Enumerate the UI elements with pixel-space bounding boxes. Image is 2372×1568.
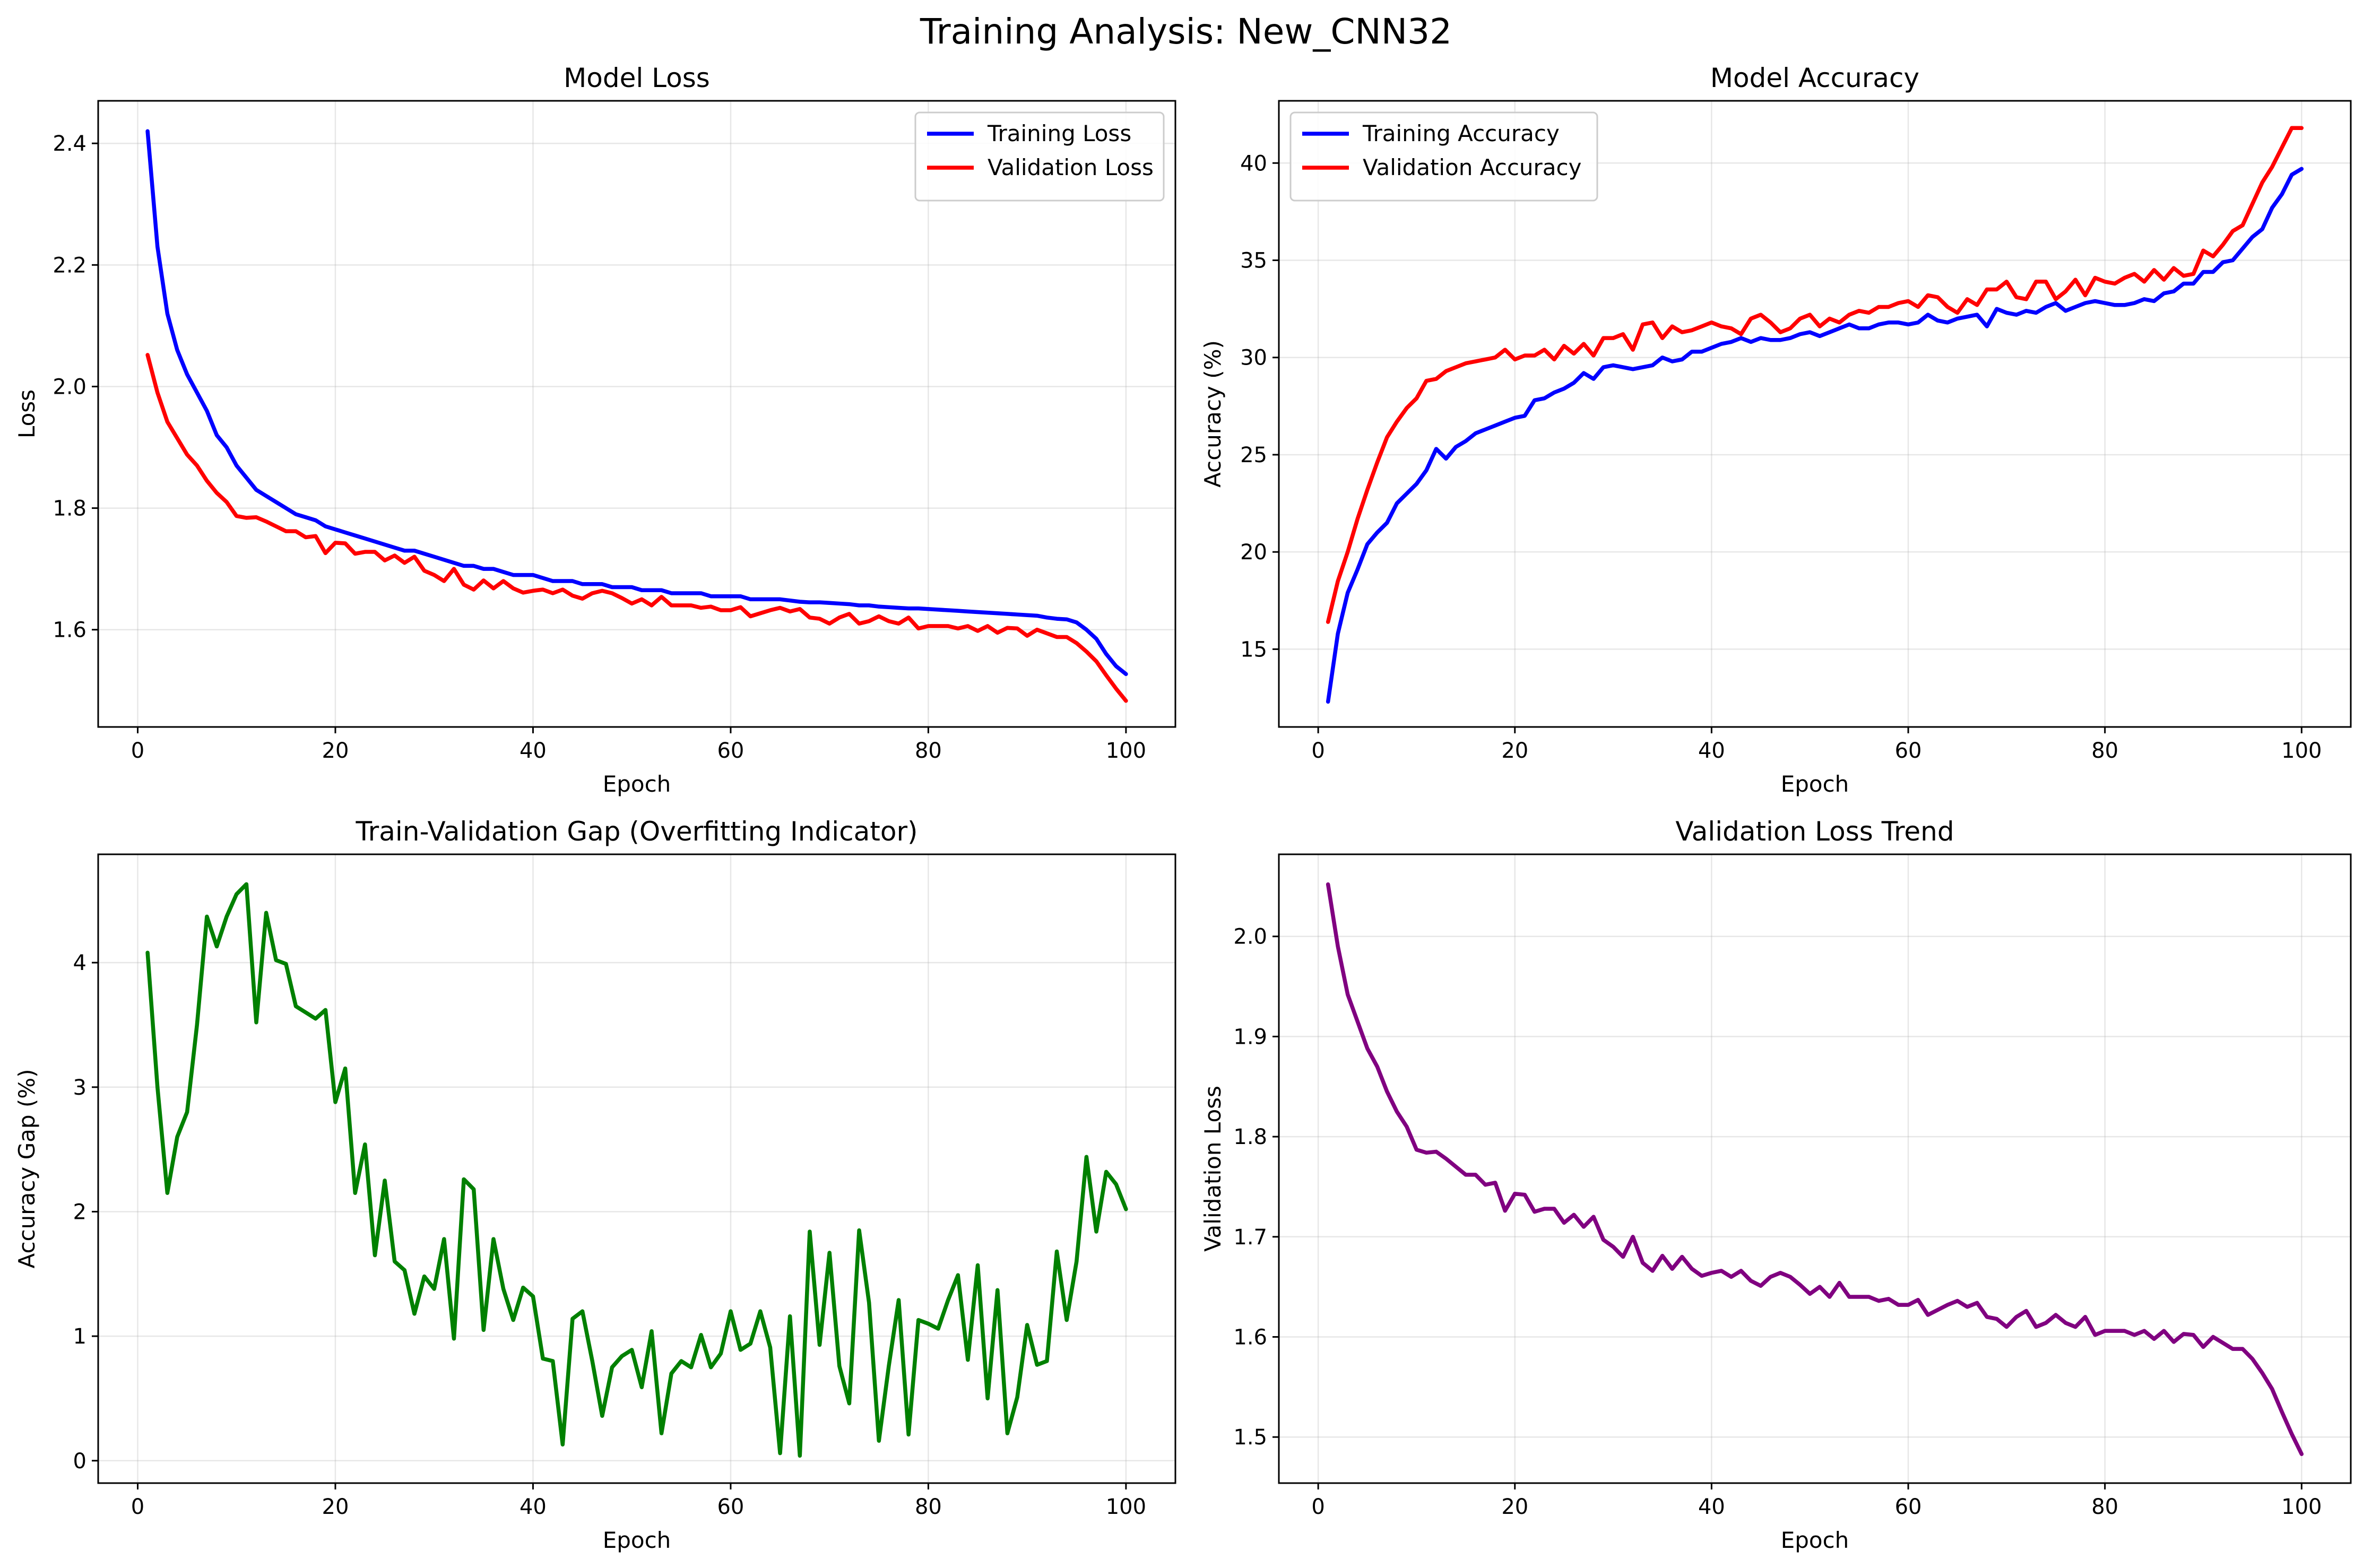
x-tick-label: 20 — [1501, 1495, 1528, 1519]
chart-title: Model Accuracy — [1710, 63, 1919, 93]
x-tick-label: 80 — [915, 1495, 942, 1519]
figure-title: Training Analysis: New_CNN32 — [920, 11, 1452, 52]
x-tick-label: 20 — [322, 1495, 349, 1519]
x-tick-label: 100 — [2281, 739, 2322, 763]
series-line-validation-loss — [1326, 882, 2304, 1457]
x-axis-label: Epoch — [1781, 1527, 1849, 1553]
legend: Training Accuracy Validation Accuracy — [1289, 111, 1598, 202]
y-tick-label: 0 — [73, 1449, 86, 1474]
chart-panel-3: 0 20 40 60 80 100 0 1 2 3 4 Train-Validation Gap (O… — [14, 816, 1176, 1553]
y-axis-label: Accuracy Gap (%) — [14, 1069, 40, 1268]
y-tick-label: 25 — [1240, 443, 1267, 467]
plot-frame — [1278, 853, 2352, 1484]
series-line-training-accuracy — [1326, 167, 2304, 704]
y-axis-label: Validation Loss — [1200, 1086, 1226, 1252]
x-tick-label: 40 — [1698, 1495, 1725, 1519]
y-tick-label: 1.7 — [1233, 1225, 1267, 1250]
y-tick-label: 1.5 — [1233, 1425, 1267, 1450]
legend-box — [1289, 111, 1598, 202]
y-tick-label: 15 — [1240, 637, 1267, 662]
chart-panel-2: 0 20 40 60 80 100 15 20 25 30 35 40 Model Accuracy Ep… — [1200, 63, 2352, 797]
plot-area — [1279, 854, 2351, 1483]
chart-title: Train-Validation Gap (Overfitting Indica… — [355, 816, 917, 847]
x-tick-label: 40 — [520, 739, 547, 763]
chart-panel-4: 0 20 40 60 80 100 1.5 1.6 1.7 1.8 1.9 2.0 Validation… — [1200, 816, 2352, 1553]
x-tick-label: 0 — [1311, 1495, 1324, 1519]
chart-title: Model Loss — [564, 63, 710, 93]
y-axis-label: Accuracy (%) — [1200, 340, 1226, 488]
y-tick-label: 1.8 — [53, 497, 86, 521]
x-tick-label: 80 — [2091, 739, 2118, 763]
series-line-accuracy-gap — [145, 882, 1128, 1458]
plot-frame — [1278, 100, 2352, 728]
y-tick-label: 2.0 — [53, 375, 86, 399]
x-tick-label: 60 — [717, 1495, 744, 1519]
y-tick-label: 2.2 — [53, 253, 86, 278]
x-axis-label: Epoch — [603, 1527, 671, 1553]
x-tick-label: 100 — [1106, 739, 1146, 763]
x-axis-label: Epoch — [1781, 771, 1849, 797]
legend-entry-label: Training Accuracy — [1362, 120, 1560, 146]
y-axis-label: Loss — [14, 389, 40, 438]
y-tick-label: 1 — [73, 1324, 86, 1349]
series-line-validation-loss — [145, 353, 1128, 703]
x-tick-label: 60 — [1895, 1495, 1922, 1519]
y-tick-label: 2 — [73, 1200, 86, 1224]
y-tick-label: 2.0 — [1233, 925, 1267, 949]
legend-entry-label: Validation Loss — [988, 154, 1154, 180]
x-tick-label: 20 — [1501, 739, 1528, 763]
chart-panel-1: 0 20 40 60 80 100 1.6 1.8 2.0 2.2 2.4 Model Loss Epo… — [14, 63, 1176, 797]
x-tick-label: 0 — [131, 1495, 144, 1519]
y-tick-label: 20 — [1240, 540, 1267, 565]
y-tick-label: 35 — [1240, 248, 1267, 273]
y-tick-label: 3 — [73, 1076, 86, 1100]
y-tick-label: 30 — [1240, 346, 1267, 370]
x-tick-label: 100 — [2281, 1495, 2322, 1519]
plot-frame — [97, 853, 1176, 1484]
y-tick-label: 1.6 — [53, 618, 86, 643]
x-tick-label: 80 — [2091, 1495, 2118, 1519]
y-tick-label: 1.9 — [1233, 1025, 1267, 1049]
plot-area — [98, 101, 1175, 727]
plot-area — [98, 854, 1175, 1483]
y-tick-label: 40 — [1240, 151, 1267, 176]
x-tick-label: 20 — [322, 739, 349, 763]
x-tick-label: 60 — [1895, 739, 1922, 763]
y-tick-label: 1.6 — [1233, 1326, 1267, 1350]
plot-area — [1279, 101, 2351, 727]
series-line-validation-accuracy — [1326, 126, 2304, 624]
y-tick-label: 2.4 — [53, 132, 86, 156]
x-tick-label: 100 — [1106, 1495, 1146, 1519]
y-tick-label: 4 — [73, 951, 86, 975]
legend: Training Loss Validation Loss — [914, 111, 1165, 202]
y-tick-label: 1.8 — [1233, 1125, 1267, 1149]
x-tick-label: 40 — [520, 1495, 547, 1519]
x-tick-label: 60 — [717, 739, 744, 763]
legend-entry-label: Training Loss — [987, 120, 1131, 146]
plot-frame — [97, 100, 1176, 728]
chart-title: Validation Loss Trend — [1675, 816, 1954, 847]
x-tick-label: 80 — [915, 739, 942, 763]
series-line-training-loss — [145, 129, 1128, 677]
legend-box — [914, 111, 1165, 202]
legend-entry-label: Validation Accuracy — [1363, 154, 1582, 180]
x-axis-label: Epoch — [603, 771, 671, 797]
x-tick-label: 40 — [1698, 739, 1725, 763]
x-tick-label: 0 — [1311, 739, 1324, 763]
x-tick-label: 0 — [131, 739, 144, 763]
